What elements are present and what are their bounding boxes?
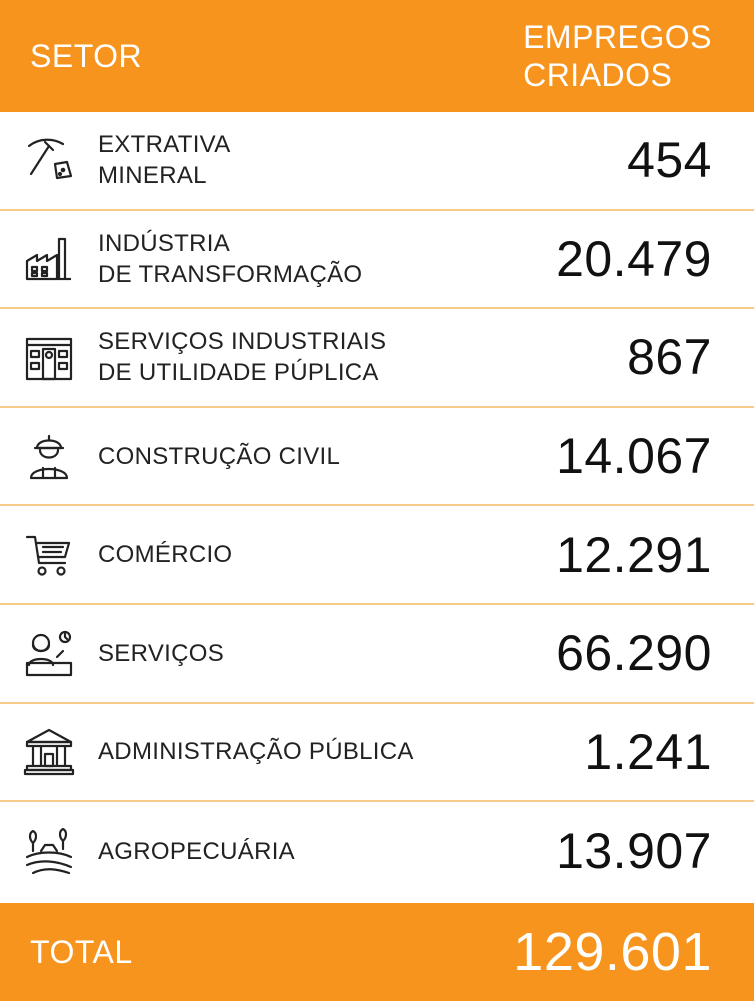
row-label: AGROPECUÁRIA (98, 836, 556, 867)
row-label-line1: AGROPECUÁRIA (98, 837, 295, 865)
row-value: 867 (627, 329, 712, 386)
table-row: AGROPECUÁRIA 13.907 (0, 802, 754, 901)
row-value: 454 (627, 132, 712, 189)
row-label: EXTRATIVA MINERAL (98, 129, 627, 191)
row-label-line1: CONSTRUÇÃO CIVIL (98, 442, 341, 470)
header-empregos-line2: CRIADOS (523, 57, 673, 93)
row-label: INDÚSTRIA DE TRANSFORMAÇÃO (98, 228, 556, 290)
row-label: SERVIÇOS INDUSTRIAIS DE UTILIDADE PÚPLIC… (98, 326, 627, 388)
shopping-cart-icon (22, 528, 76, 582)
row-label-line1: SERVIÇOS INDUSTRIAIS (98, 328, 387, 356)
row-label: COMÉRCIO (98, 539, 556, 570)
factory-icon (22, 232, 76, 286)
row-label: SERVIÇOS (98, 638, 556, 669)
row-label: ADMINISTRAÇÃO PÚBLICA (98, 736, 584, 767)
utility-building-icon (22, 330, 76, 384)
total-label: TOTAL (30, 933, 133, 970)
row-label-line2: DE TRANSFORMAÇÃO (98, 260, 363, 288)
construction-worker-icon (22, 429, 76, 483)
row-label-line1: EXTRATIVA (98, 131, 231, 159)
table-row: SERVIÇOS 66.290 (0, 605, 754, 704)
table-row: INDÚSTRIA DE TRANSFORMAÇÃO 20.479 (0, 211, 754, 310)
farm-field-icon (22, 824, 76, 878)
table-row: COMÉRCIO 12.291 (0, 506, 754, 605)
row-value: 14.067 (556, 428, 712, 485)
government-building-icon (22, 725, 76, 779)
row-label-line2: MINERAL (98, 162, 207, 190)
table-row: SERVIÇOS INDUSTRIAIS DE UTILIDADE PÚPLIC… (0, 309, 754, 408)
row-value: 20.479 (556, 230, 712, 287)
table-row: CONSTRUÇÃO CIVIL 14.067 (0, 408, 754, 507)
table-header: SETOR EMPREGOS CRIADOS (0, 0, 754, 112)
row-label-line1: ADMINISTRAÇÃO PÚBLICA (98, 738, 414, 766)
pickaxe-icon (22, 133, 76, 187)
row-label-line1: COMÉRCIO (98, 541, 233, 569)
header-empregos-criados: EMPREGOS CRIADOS (523, 18, 712, 94)
header-setor: SETOR (30, 37, 143, 74)
row-label-line2: DE UTILIDADE PÚPLICA (98, 359, 379, 387)
row-value: 66.290 (556, 625, 712, 682)
row-label-line1: INDÚSTRIA (98, 229, 231, 257)
row-value: 13.907 (556, 823, 712, 880)
table-footer: TOTAL 129.601 (0, 903, 754, 1001)
row-label: CONSTRUÇÃO CIVIL (98, 441, 556, 472)
row-label-line1: SERVIÇOS (98, 639, 224, 667)
table-row: EXTRATIVA MINERAL 454 (0, 112, 754, 211)
row-value: 1.241 (584, 723, 712, 780)
table-row: ADMINISTRAÇÃO PÚBLICA 1.241 (0, 704, 754, 803)
total-value: 129.601 (513, 922, 712, 982)
row-value: 12.291 (556, 526, 712, 583)
header-empregos-line1: EMPREGOS (523, 19, 712, 55)
service-attendant-icon (22, 626, 76, 680)
table-body: EXTRATIVA MINERAL 454 INDÚSTRIA (0, 112, 754, 903)
